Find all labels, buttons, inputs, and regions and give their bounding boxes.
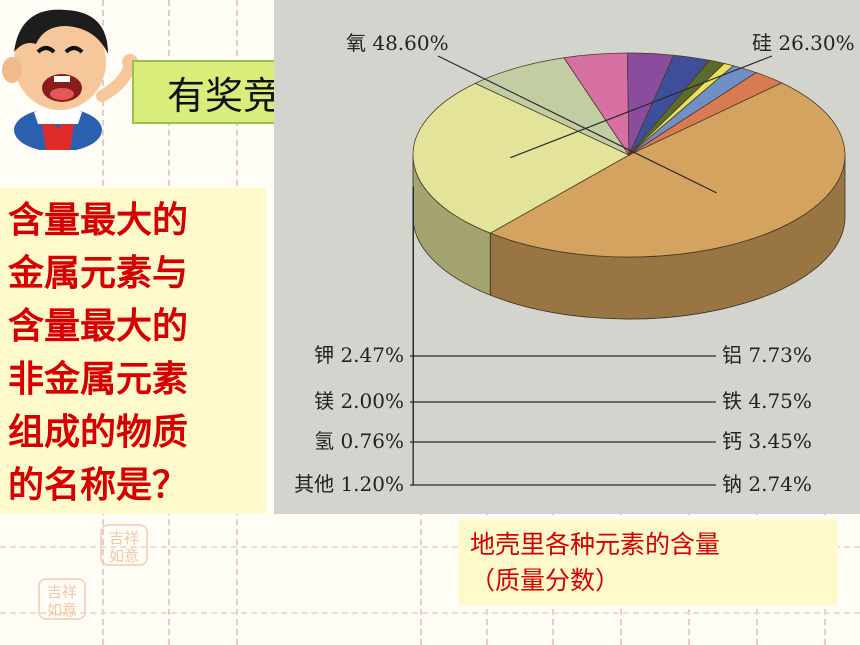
question-line: 组成的物质 <box>8 412 189 453</box>
slice-label: 钠 2.74% <box>722 472 812 496</box>
slice-label: 硅 26.30% <box>752 31 855 55</box>
question-line: 含量最大的 <box>8 200 189 241</box>
slice-label: 铁 4.75% <box>722 389 812 413</box>
seal-stamp-icon: 吉祥 如意 <box>38 578 86 620</box>
question-line: 非金属元素 <box>8 359 189 400</box>
slice-label: 铝 7.73% <box>722 343 812 367</box>
grid-line-h <box>0 546 860 548</box>
slice-label: 镁 2.00% <box>314 389 404 413</box>
leader-line <box>510 55 773 159</box>
caption-title: 地壳里各种元素的含量 <box>470 530 721 559</box>
leader-line <box>410 186 414 486</box>
pie-slice <box>412 82 630 234</box>
pie-chart-panel: 氧 48.60% 硅 26.30% 铝 7.73% 铁 4.75% 钙 3.45% 钠 2… <box>274 0 860 514</box>
slice-label: 氧 48.60% <box>346 31 449 55</box>
question-line: 金属元素与 <box>8 253 189 294</box>
question-line: 的名称是？ <box>8 465 189 506</box>
leader-line <box>437 55 717 194</box>
question-panel: 含量最大的 金属元素与 含量最大的 非金属元素 组成的物质 的名称是？ <box>0 188 266 514</box>
pie-slice <box>628 72 783 156</box>
slice-label: 其他 1.20% <box>294 472 404 496</box>
chart-caption: 地壳里各种元素的含量 （质量分数） <box>458 519 838 605</box>
grid-line-h <box>0 612 860 614</box>
slice-label: 钾 2.47% <box>314 343 404 367</box>
pie-slice <box>489 82 846 258</box>
slice-label: 氢 0.76% <box>314 429 404 453</box>
caption-subtitle: （质量分数） <box>470 566 621 595</box>
question-line: 含量最大的 <box>8 306 189 347</box>
seal-stamp-icon: 吉祥 如意 <box>100 524 148 566</box>
slice-label: 钙 3.45% <box>722 429 812 453</box>
pie-chart: 氧 48.60% 硅 26.30% 铝 7.73% 铁 4.75% 钙 3.45% 钠 2… <box>294 31 855 496</box>
cartoon-boy-mascot-icon <box>2 9 138 150</box>
